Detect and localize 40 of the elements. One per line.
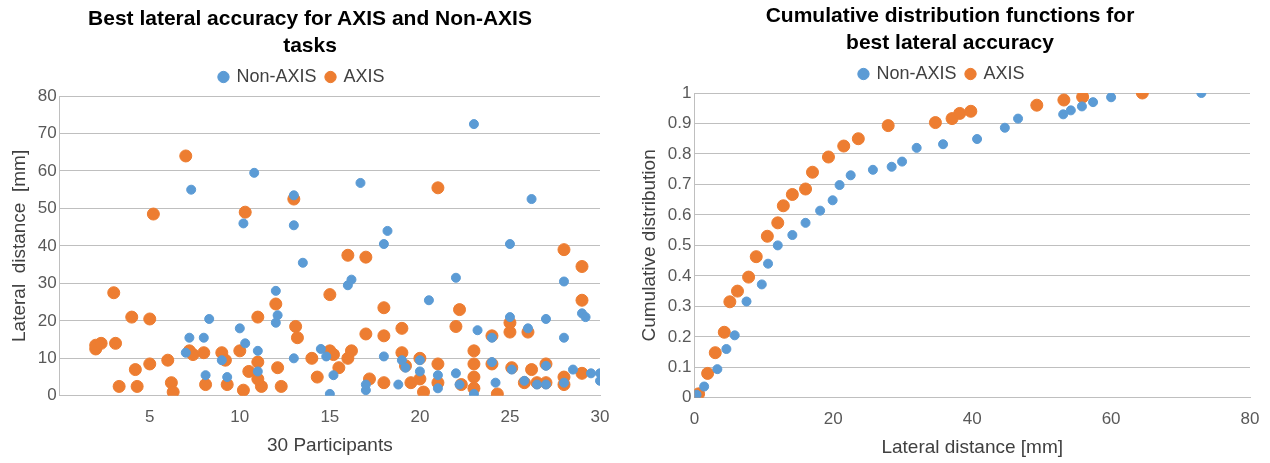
y-tick-label: 60 (37, 160, 57, 180)
y-tick-label: 0.8 (667, 143, 692, 163)
y-tick-label: 50 (37, 198, 57, 218)
y-tick-label: 0.6 (667, 204, 692, 224)
y-axis-title: Lateral distance [mm] (7, 149, 29, 342)
y-tick-label: 1 (681, 82, 692, 102)
legend-label: AXIS (343, 65, 385, 86)
y-tick-label: 40 (37, 235, 57, 255)
x-tick-label: 60 (1101, 408, 1121, 428)
y-tick-label: 0 (681, 387, 692, 407)
y-tick-label: 80 (37, 85, 57, 105)
y-tick-label: 0.3 (667, 296, 692, 316)
y-tick-label: 0.9 (667, 113, 692, 133)
legend-label: AXIS (983, 62, 1025, 83)
x-tick-label: 5 (145, 406, 155, 426)
y-tick-label: 30 (37, 273, 57, 293)
y-tick-label: 0.2 (667, 326, 692, 346)
x-tick-label: 25 (500, 406, 520, 426)
chart-title: Best lateral accuracy for AXIS and Non-AXIS tasks (87, 5, 533, 58)
x-tick-label: 20 (823, 408, 843, 428)
x-axis-title: 30 Participants (267, 433, 393, 455)
x-axis-title: Lateral distance [mm] (881, 435, 1064, 457)
x-tick-label: 15 (320, 406, 340, 426)
y-tick-label: 0.5 (667, 235, 692, 255)
x-tick-label: 20 (410, 406, 430, 426)
y-tick-label: 70 (37, 123, 57, 143)
chart-title: Cumulative distribution functions for best lateral accuracy (764, 2, 1136, 55)
y-axis-title: Cumulative distribution (637, 149, 659, 342)
y-tick-label: 10 (37, 348, 57, 368)
y-tick-label: 0 (47, 385, 57, 405)
x-tick-label: 30 (590, 406, 610, 426)
x-tick-label: 10 (230, 406, 250, 426)
y-tick-label: 0.7 (667, 174, 692, 194)
legend-label: Non-AXIS (876, 62, 957, 83)
y-tick-label: 0.1 (667, 357, 692, 377)
y-tick-label: 0.4 (667, 265, 692, 285)
y-tick-label: 20 (37, 310, 57, 330)
legend-label: Non-AXIS (236, 65, 317, 86)
x-tick-label: 40 (962, 408, 982, 428)
x-tick-label: 80 (1240, 408, 1260, 428)
